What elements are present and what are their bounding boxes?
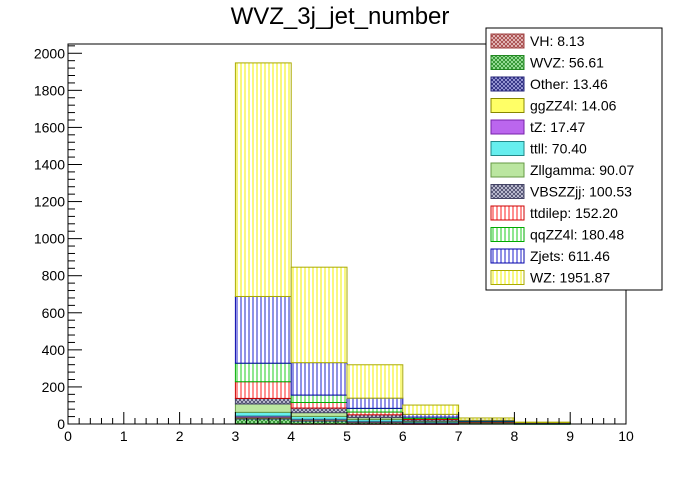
legend-label: Other: 13.46 <box>530 76 608 92</box>
x-tick-label: 10 <box>618 428 634 444</box>
bar-segment <box>402 404 460 415</box>
x-tick-label: 3 <box>232 428 240 444</box>
legend-swatch <box>490 33 525 49</box>
legend-label: ggZZ4l: 14.06 <box>530 98 617 114</box>
bar-segment <box>234 397 292 405</box>
legend-label: ttll: 70.40 <box>530 141 587 157</box>
y-tick-label: 600 <box>42 305 66 321</box>
y-tick-label: 0 <box>57 416 65 432</box>
legend-label: WVZ: 56.61 <box>530 55 604 71</box>
legend-swatch <box>490 55 525 70</box>
y-tick-label: 1000 <box>34 231 65 247</box>
x-tick-label: 1 <box>120 428 128 444</box>
chart-title: WVZ_3j_jet_number <box>231 3 450 30</box>
bar-segment <box>234 62 292 297</box>
x-tick-label: 8 <box>511 428 519 444</box>
bar-segment <box>234 362 292 383</box>
legend-swatch <box>490 205 525 221</box>
y-tick-label: 1400 <box>34 156 65 172</box>
bar-segment <box>346 407 404 413</box>
axes: 0 1 2 3 4 5 6 7 8 9 10 0 200 400 600 800 1000 1200 1400 160… <box>34 43 634 444</box>
legend-label: qqZZ4l: 180.48 <box>530 227 624 243</box>
legend-label: Zllgamma: 90.07 <box>530 162 634 178</box>
bar-segment <box>290 362 348 396</box>
bar-segment <box>234 411 292 417</box>
legend-label: tZ: 17.47 <box>530 119 585 135</box>
legend-swatch <box>490 227 525 242</box>
y-tick-label: 200 <box>42 379 66 395</box>
x-tick-label: 2 <box>176 428 184 444</box>
legend-swatch <box>490 76 525 92</box>
bar-segment <box>290 266 348 364</box>
y-tick-label: 1200 <box>34 194 65 210</box>
legend-label: VBSZZjj: 100.53 <box>530 184 632 200</box>
legend-label: WZ: 1951.87 <box>530 270 610 286</box>
legend: VH: 8.13 WVZ: 56.61 Other: 13.46 ggZZ4l: 14… <box>485 27 663 291</box>
bar-segment <box>290 401 348 409</box>
y-tick-label: 1600 <box>34 119 65 135</box>
bar-segment <box>458 417 515 421</box>
legend-label: VH: 8.13 <box>530 33 585 49</box>
x-tick-label: 5 <box>343 428 351 444</box>
x-tick-label: 7 <box>455 428 463 444</box>
bar-segment <box>290 407 348 414</box>
legend-swatch <box>490 184 525 199</box>
x-tick-label: 9 <box>566 428 574 444</box>
plot-area <box>234 62 571 425</box>
bar-segment <box>234 295 292 364</box>
legend-swatch <box>490 270 525 285</box>
y-tick-label: 400 <box>42 342 66 358</box>
bar-segment <box>234 403 292 413</box>
legend-label: ttdilep: 152.20 <box>530 205 618 221</box>
legend-box <box>485 27 663 291</box>
bar-segment <box>234 418 292 425</box>
bar-segment <box>346 364 404 399</box>
y-tick-label: 1800 <box>34 82 65 98</box>
bar-segment <box>234 381 292 399</box>
bar-segment <box>290 394 348 403</box>
y-tick-label: 800 <box>42 268 66 284</box>
legend-swatch <box>490 119 525 135</box>
legend-swatch <box>490 141 525 156</box>
x-tick-label: 6 <box>399 428 407 444</box>
legend-swatch <box>490 162 525 178</box>
x-tick-label: 4 <box>287 428 295 444</box>
bar-segment <box>346 397 404 409</box>
x-tick-label: 0 <box>64 428 72 444</box>
bar-segment <box>290 412 348 417</box>
y-tick-label: 2000 <box>34 45 65 61</box>
bar-segment <box>513 421 571 424</box>
legend-swatch <box>490 248 525 264</box>
legend-swatch <box>490 98 525 113</box>
legend-label: Zjets: 611.46 <box>530 248 610 264</box>
